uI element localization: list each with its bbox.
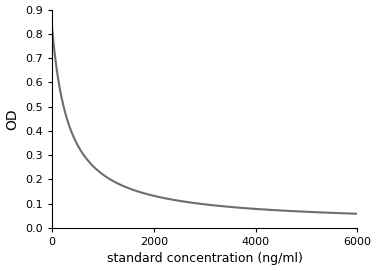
X-axis label: standard concentration (ng/ml): standard concentration (ng/ml) [107,253,303,265]
Y-axis label: OD: OD [6,108,20,130]
